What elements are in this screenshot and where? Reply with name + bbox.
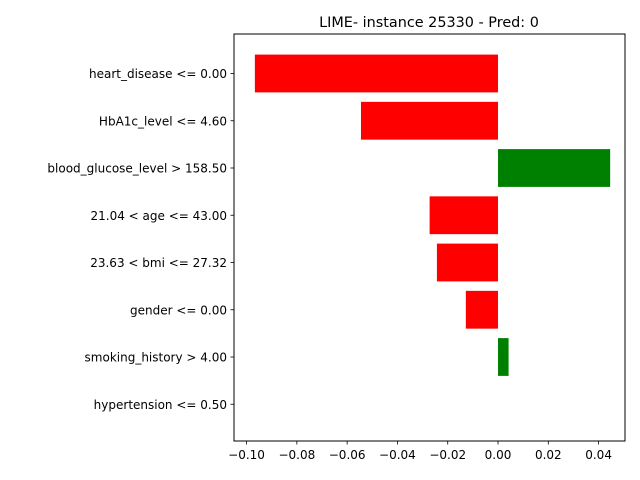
bar-2 xyxy=(498,149,611,187)
x-tick-label-1: −0.08 xyxy=(278,448,315,462)
plot-frame xyxy=(233,33,626,442)
y-tick-label-5: gender <= 0.00 xyxy=(130,303,227,317)
y-tick-label-2: blood_glucose_level > 158.50 xyxy=(47,162,227,176)
x-axis-ticks: −0.10 −0.08 −0.06 −0.04 −0.02 0.00 0.02 0.04 xyxy=(228,441,612,462)
x-tick-label-7: 0.04 xyxy=(585,448,612,462)
x-tick-label-5: 0.00 xyxy=(485,448,512,462)
y-tick-label-4: 23.63 < bmi <= 27.32 xyxy=(90,256,227,270)
x-tick-label-0: −0.10 xyxy=(228,448,265,462)
bars-group xyxy=(254,54,611,376)
x-tick-label-2: −0.06 xyxy=(329,448,366,462)
bar-6 xyxy=(498,338,509,376)
y-tick-label-6: smoking_history > 4.00 xyxy=(85,351,227,365)
x-tick-label-3: −0.04 xyxy=(379,448,416,462)
bar-0 xyxy=(254,54,499,93)
y-axis-ticks: heart_disease <= 0.00 HbA1c_level <= 4.60… xyxy=(47,67,234,412)
x-tick-label-4: −0.02 xyxy=(429,448,466,462)
bar-1 xyxy=(360,101,499,140)
y-tick-label-7: hypertension <= 0.50 xyxy=(94,398,227,412)
y-tick-label-0: heart_disease <= 0.00 xyxy=(89,67,227,81)
x-tick-label-6: 0.02 xyxy=(535,448,562,462)
bar-3 xyxy=(429,196,499,235)
y-tick-label-1: HbA1c_level <= 4.60 xyxy=(99,114,227,128)
bar-5 xyxy=(465,290,499,329)
bar-4 xyxy=(436,243,499,282)
y-tick-label-3: 21.04 < age <= 43.00 xyxy=(91,209,227,223)
chart-title: LIME- instance 25330 - Pred: 0 xyxy=(319,15,539,31)
